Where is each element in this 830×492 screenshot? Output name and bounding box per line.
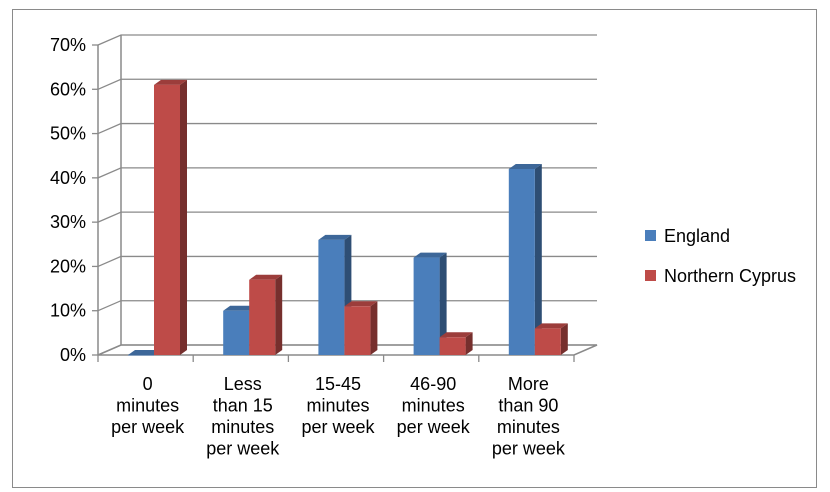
legend-swatch xyxy=(645,230,656,241)
legend-label: Northern Cyprus xyxy=(664,266,796,286)
y-tick-label: 30% xyxy=(50,212,86,232)
legend-label: England xyxy=(664,226,730,246)
bars xyxy=(128,79,568,356)
bar xyxy=(534,323,568,355)
gridline xyxy=(97,34,597,46)
y-tick-label: 0% xyxy=(60,345,86,365)
y-tick-label: 10% xyxy=(50,301,86,321)
bar xyxy=(249,274,283,355)
y-tick-label: 70% xyxy=(50,35,86,55)
y-tick-label: 60% xyxy=(50,79,86,99)
x-tick-label: More than 90 minutes per week xyxy=(492,374,566,459)
chart-frame xyxy=(12,9,817,488)
x-tick-label: Less than 15 minutes per week xyxy=(206,374,280,459)
x-axis-ticks: 0 minutes per week Less than 15 minutes per we… xyxy=(111,374,566,459)
x-tick-label: 0 minutes per week xyxy=(111,374,185,437)
y-tick-label: 40% xyxy=(50,168,86,188)
legend-swatch xyxy=(645,270,656,281)
x-tick-label: 46-90 minutes per week xyxy=(397,374,471,437)
bar xyxy=(413,252,447,355)
legend: England Northern Cyprus xyxy=(645,226,796,286)
bar xyxy=(508,164,542,355)
x-tick-label: 15-45 minutes per week xyxy=(301,374,375,437)
y-tick-label: 20% xyxy=(50,256,86,276)
bar xyxy=(154,79,187,355)
bar xyxy=(318,234,352,355)
y-tick-label: 50% xyxy=(50,124,86,144)
y-axis-ticks: 0% 10% 20% 30% 40% 50% 60% 70% xyxy=(50,35,86,365)
bar xyxy=(128,350,161,356)
bar xyxy=(344,301,378,355)
bar xyxy=(439,332,473,355)
